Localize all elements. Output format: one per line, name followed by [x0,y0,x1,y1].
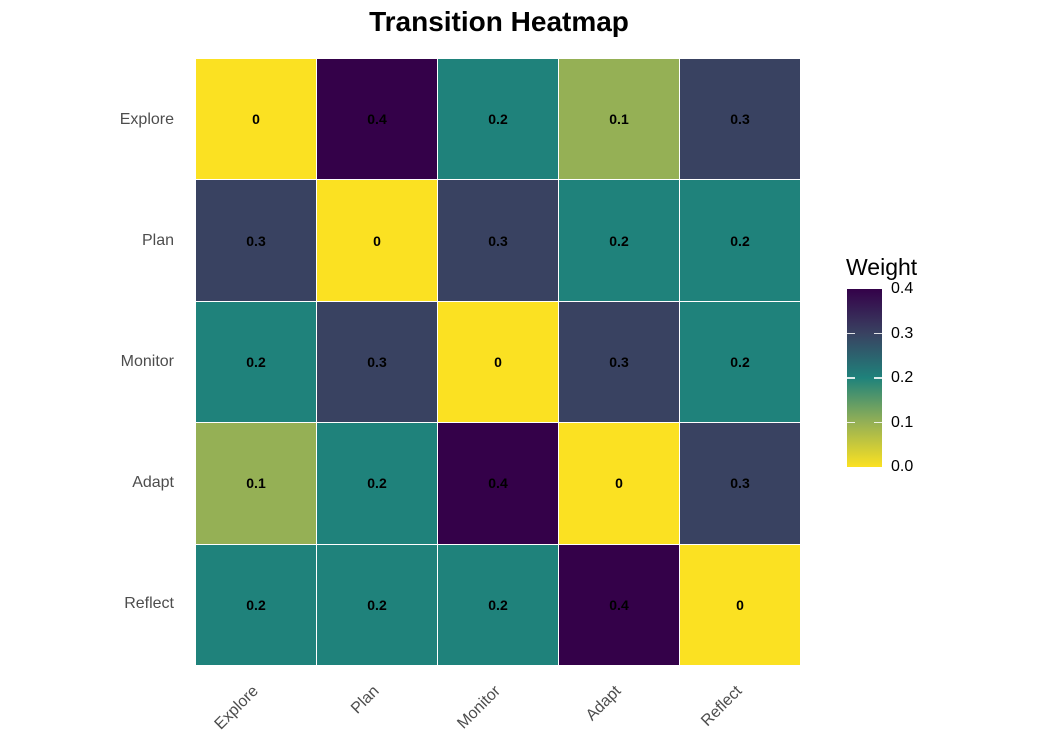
y-axis-label-Reflect: Reflect [124,595,174,613]
cell-value-label: 0.3 [730,111,750,128]
heatmap-cell-Monitor-Explore: 0.2 [196,301,316,423]
cell-value-label: 0.2 [488,596,508,613]
heatmap-cell-Monitor-Adapt: 0.3 [559,301,679,423]
heatmap-cell-Plan-Reflect: 0.2 [680,180,800,301]
cell-value-label: 0 [252,111,260,128]
cell-value-label: 0 [615,475,623,492]
heatmap-cell-Monitor-Reflect: 0.2 [680,301,800,423]
cell-value-label: 0.1 [609,111,629,128]
cell-value-label: 0.2 [609,232,629,249]
heatmap-cell-Plan-Monitor: 0.3 [438,180,558,301]
heatmap-cell-Explore-Adapt: 0.1 [559,59,679,180]
legend-tick-label-0.4: 0.4 [891,280,914,297]
heatmap-cell-Explore-Explore: 0 [196,59,316,180]
colorbar-tick [874,332,882,335]
heatmap-cell-Plan-Adapt: 0.2 [559,180,679,301]
cell-value-label: 0.3 [367,353,387,370]
x-axis-label-Adapt: Adapt [582,682,625,725]
legend-tick-label-0.3: 0.3 [891,324,914,342]
heatmap-cell-Explore-Plan: 0.4 [317,59,437,180]
x-axis-label-Monitor: Monitor [453,682,504,733]
cell-value-label: 0.1 [246,475,266,492]
heatmap-cell-Explore-Monitor: 0.2 [438,59,558,180]
heatmap-cell-Explore-Reflect: 0.3 [680,59,800,180]
cell-value-label: 0.3 [488,232,508,249]
heatmap-grid: 0 0.4 0.2 0.1 0.3 0.3 0 0.3 0.2 0.2 0.2 0.3 0 0.3 0.2 0… [196,59,800,665]
heatmap-cell-Reflect-Monitor: 0.2 [438,544,558,665]
colorbar-tick [874,421,882,424]
cell-value-label: 0.3 [246,232,266,249]
cell-value-label: 0.2 [246,596,266,613]
heatmap-cell-Plan-Explore: 0.3 [196,180,316,301]
cell-value-label: 0.2 [730,353,750,370]
heatmap-cell-Monitor-Monitor: 0 [438,301,558,423]
legend-title: Weight [846,254,918,280]
cell-value-label: 0 [736,596,744,613]
heatmap-cell-Adapt-Reflect: 0.3 [680,423,800,544]
cell-value-label: 0.2 [367,475,387,492]
heatmap-cell-Reflect-Plan: 0.2 [317,544,437,665]
cell-value-label: 0 [373,232,381,249]
colorbar-tick [874,377,882,379]
cell-value-label: 0.3 [609,353,629,370]
heatmap-cell-Reflect-Reflect: 0 [680,544,800,665]
heatmap-cell-Adapt-Monitor: 0.4 [438,423,558,544]
cell-value-label: 0.4 [367,111,387,128]
legend-tick-label-0.2: 0.2 [891,369,914,386]
heatmap-cell-Adapt-Adapt: 0 [559,423,679,544]
x-axis-label-Reflect: Reflect [698,682,746,730]
heatmap-cell-Adapt-Plan: 0.2 [317,423,437,544]
y-axis-label-Monitor: Monitor [120,353,174,370]
colorbar-tick [847,332,855,335]
heatmap-cell-Adapt-Explore: 0.1 [196,423,316,544]
cell-value-label: 0.2 [246,353,266,370]
y-axis-label-Explore: Explore [119,110,174,128]
colorbar-tick [847,377,855,379]
cell-value-label: 0.4 [488,475,508,492]
y-axis-label-Plan: Plan [141,231,174,249]
cell-value-label: 0.2 [488,111,508,128]
x-axis-label-Plan: Plan [348,682,383,718]
heatmap-cell-Reflect-Explore: 0.2 [196,544,316,665]
cell-value-label: 0 [494,353,502,370]
cell-value-label: 0.4 [609,596,629,613]
y-axis-label-Adapt: Adapt [132,474,174,492]
legend-tick-label-0.1: 0.1 [891,413,914,431]
plot-title: Transition Heatmap [369,6,629,37]
colorbar-tick [847,421,855,424]
heatmap-cell-Reflect-Adapt: 0.4 [559,544,679,665]
cell-value-label: 0.2 [730,232,750,249]
cell-value-label: 0.3 [730,475,750,492]
heatmap-cell-Monitor-Plan: 0.3 [317,301,437,423]
x-axis-label-Explore: Explore [211,682,263,734]
heatmap-cell-Plan-Plan: 0 [317,180,437,301]
legend-tick-label-0.0: 0.0 [891,458,914,475]
cell-value-label: 0.2 [367,596,387,613]
